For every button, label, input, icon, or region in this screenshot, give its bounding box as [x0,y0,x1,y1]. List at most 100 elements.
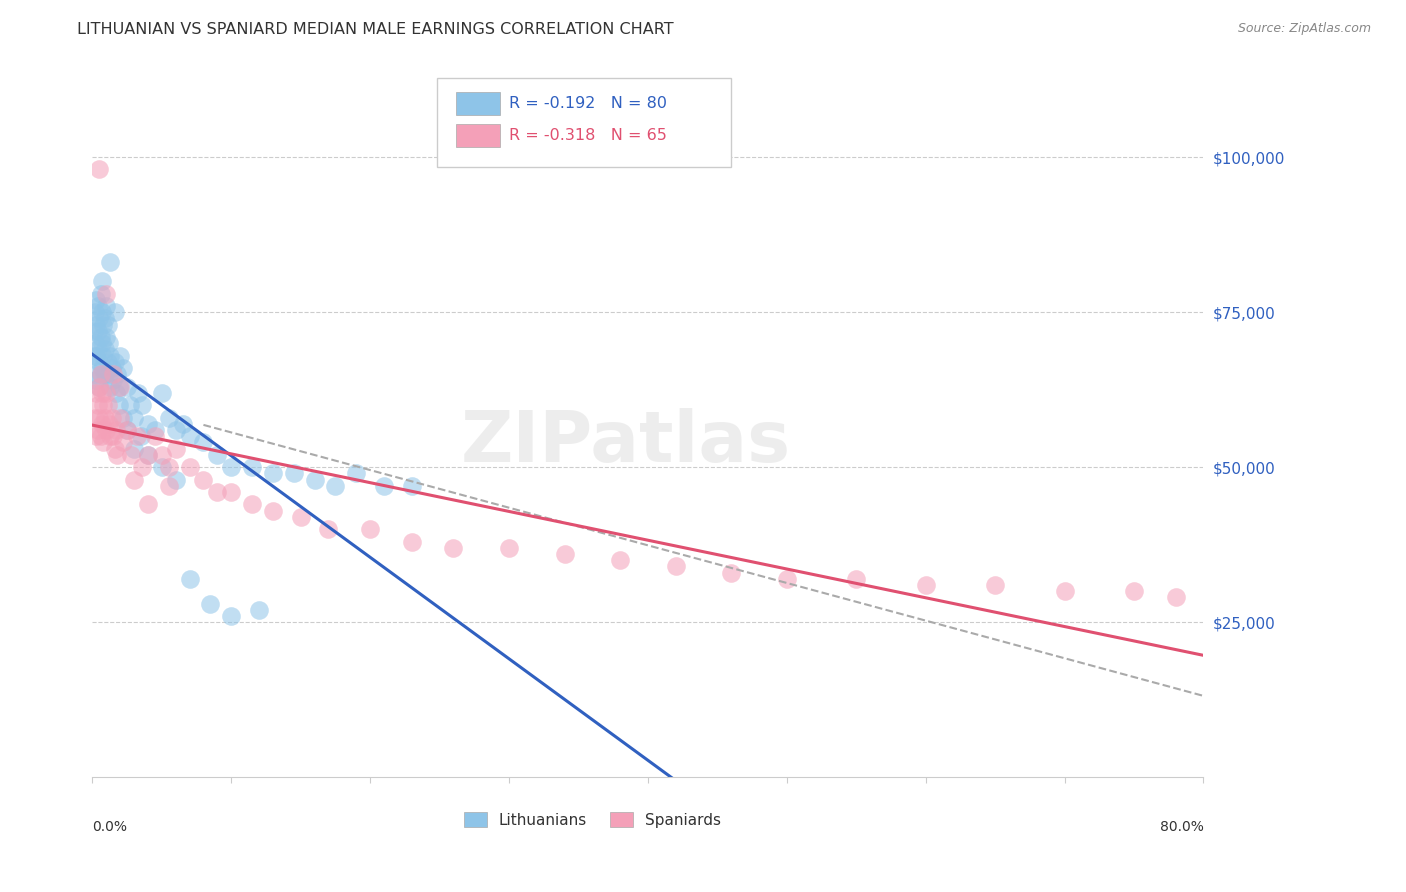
Point [111,435,134,450]
Point [86,373,108,387]
Text: R = -0.318   N = 65: R = -0.318 N = 65 [509,128,666,143]
Point [262,467,284,481]
Point [143,429,166,443]
Point [401,479,423,493]
Point [165,473,187,487]
Point [150,460,173,475]
Point [94,410,117,425]
Point [86,429,108,443]
Point [98,336,121,351]
Point [1164,591,1187,605]
Point [443,541,465,555]
Point [91,274,114,288]
Point [103,442,125,456]
Point [984,578,1007,592]
Point [87,398,110,412]
Point [108,379,131,393]
Point [83,324,105,338]
Legend: Lithuanians, Spaniards: Lithuanians, Spaniards [457,805,727,834]
Point [83,349,105,363]
Point [91,360,114,375]
Point [86,349,108,363]
Point [90,367,112,381]
Point [262,503,284,517]
Point [86,385,108,400]
Point [100,349,122,363]
Point [1123,584,1146,599]
Point [207,448,229,462]
Point [115,423,138,437]
Point [179,572,201,586]
Point [101,373,124,387]
Point [86,293,108,307]
Point [87,423,110,437]
Point [87,299,110,313]
Point [172,417,194,431]
Point [127,385,149,400]
Point [91,417,114,431]
Point [100,410,122,425]
Point [96,423,118,437]
Point [89,162,111,177]
Point [107,379,129,393]
Point [84,410,107,425]
Point [108,349,131,363]
Point [97,398,120,412]
Point [207,484,229,499]
Point [118,398,141,412]
Point [96,385,118,400]
Point [359,522,381,536]
Point [107,398,129,412]
Point [103,355,125,369]
Text: ZIPatlas: ZIPatlas [461,408,790,476]
Point [498,541,520,555]
Point [84,367,107,381]
Point [105,448,128,462]
Point [136,497,159,511]
Point [89,379,111,393]
Point [290,509,312,524]
Point [150,385,173,400]
Point [318,522,340,536]
Point [136,448,159,462]
Point [554,547,576,561]
Point [89,410,111,425]
Point [93,349,115,363]
Point [96,330,118,344]
Point [219,484,242,499]
Point [157,479,180,493]
Point [103,305,125,319]
Point [93,318,115,332]
Point [283,467,305,481]
Text: LITHUANIAN VS SPANIARD MEDIAN MALE EARNINGS CORRELATION CHART: LITHUANIAN VS SPANIARD MEDIAN MALE EARNI… [77,22,673,37]
Point [90,286,112,301]
FancyBboxPatch shape [456,124,501,147]
Text: Source: ZipAtlas.com: Source: ZipAtlas.com [1237,22,1371,36]
Point [157,410,180,425]
Point [136,417,159,431]
Point [90,367,112,381]
Point [89,355,111,369]
Point [129,429,152,443]
Point [122,410,145,425]
Point [89,379,111,393]
Point [179,460,201,475]
Point [84,305,107,319]
Text: 80.0%: 80.0% [1160,820,1204,834]
Point [98,417,121,431]
Point [115,423,138,437]
Point [143,423,166,437]
Point [131,398,153,412]
Point [776,572,799,586]
Point [104,423,127,437]
Point [105,367,128,381]
Point [111,410,134,425]
Point [665,559,688,574]
Point [94,343,117,357]
Point [125,429,148,443]
Point [89,311,111,326]
Text: 0.0%: 0.0% [93,820,128,834]
Point [90,429,112,443]
Point [720,566,742,580]
Point [165,423,187,437]
